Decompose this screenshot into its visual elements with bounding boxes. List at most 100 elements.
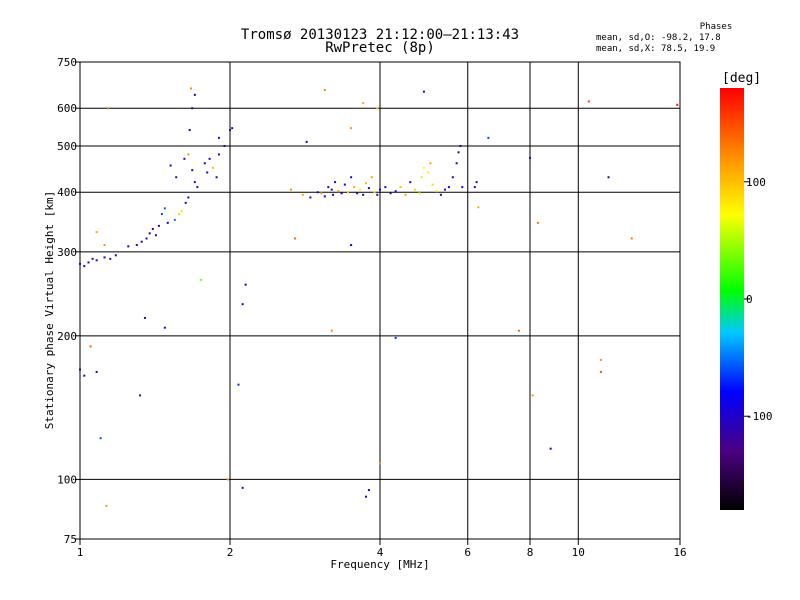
phase-stats-o-line: mean, sd,O: -98.2, 17.8 xyxy=(596,33,721,43)
data-point xyxy=(107,107,110,110)
data-point xyxy=(409,181,412,184)
data-point xyxy=(229,129,231,132)
data-point xyxy=(193,181,196,184)
data-point xyxy=(599,358,602,361)
x-axis-ticks: 1 2 4 6 8 10 16 xyxy=(77,539,687,559)
data-point xyxy=(95,231,98,234)
data-point xyxy=(422,166,425,169)
data-point xyxy=(418,192,421,195)
data-point xyxy=(353,186,356,189)
data-point xyxy=(370,176,373,179)
data-point xyxy=(208,157,211,160)
colorbar-tick-label: -100 xyxy=(746,410,773,423)
data-point xyxy=(301,193,304,196)
data-point xyxy=(487,136,490,139)
data-point xyxy=(517,329,520,332)
data-point xyxy=(193,93,196,96)
data-point xyxy=(350,176,353,179)
data-point xyxy=(399,186,402,189)
grid-lines xyxy=(80,62,680,539)
data-point xyxy=(83,265,86,268)
data-point xyxy=(394,336,397,339)
data-point xyxy=(346,191,349,194)
data-point xyxy=(475,181,478,184)
data-point xyxy=(350,244,353,247)
colorbar-tick-label: 0 xyxy=(746,293,753,306)
data-point xyxy=(175,176,178,179)
data-point xyxy=(365,182,368,185)
data-point xyxy=(320,192,323,195)
data-point xyxy=(89,345,92,348)
data-point xyxy=(350,127,353,130)
data-point xyxy=(103,244,106,247)
data-point xyxy=(191,107,194,110)
data-point xyxy=(135,244,138,247)
data-point xyxy=(323,89,326,92)
data-point xyxy=(173,218,176,221)
y-tick-label: 600 xyxy=(57,102,77,115)
data-point xyxy=(343,183,346,186)
data-point xyxy=(549,447,552,450)
data-point xyxy=(330,329,333,332)
x-tick-label: 1 xyxy=(77,546,84,559)
data-point xyxy=(191,169,194,172)
data-point xyxy=(337,190,340,193)
data-point xyxy=(139,394,142,397)
y-tick-label: 750 xyxy=(57,56,77,69)
data-point xyxy=(293,237,296,240)
x-axis-label: Frequency [MHz] xyxy=(330,558,430,571)
y-axis-ticks: 75 100 200 300 400 500 600 750 xyxy=(57,56,80,546)
data-point xyxy=(215,176,218,179)
data-point xyxy=(359,188,362,191)
data-point xyxy=(376,107,379,110)
data-point xyxy=(163,326,166,329)
colorbar xyxy=(720,88,744,510)
data-point xyxy=(384,186,387,189)
data-point xyxy=(160,213,163,216)
data-point xyxy=(435,190,438,193)
data-point xyxy=(188,129,191,132)
data-point xyxy=(455,162,458,165)
data-point xyxy=(196,186,199,189)
data-point xyxy=(316,191,319,194)
data-point xyxy=(443,188,446,191)
data-point xyxy=(109,257,112,260)
data-point xyxy=(148,232,151,235)
phase-stats-heading: Phases xyxy=(699,22,733,32)
data-point xyxy=(200,278,203,281)
y-tick-label: 400 xyxy=(57,186,77,199)
data-point xyxy=(83,374,86,377)
data-point xyxy=(237,383,240,386)
data-points xyxy=(79,87,679,507)
data-point xyxy=(451,176,454,179)
data-point xyxy=(231,127,234,130)
x-tick-label: 10 xyxy=(572,546,585,559)
x-tick-label: 16 xyxy=(673,546,686,559)
data-point xyxy=(305,140,308,143)
data-point xyxy=(394,190,397,193)
data-point xyxy=(587,100,590,103)
data-point xyxy=(183,157,186,160)
data-point xyxy=(217,153,220,156)
data-point xyxy=(420,176,423,179)
y-tick-label: 200 xyxy=(57,330,77,343)
data-point xyxy=(187,153,190,156)
data-point xyxy=(332,193,335,196)
data-point xyxy=(206,171,209,174)
data-point xyxy=(145,237,148,240)
y-tick-label: 300 xyxy=(57,246,77,259)
data-point xyxy=(376,193,379,196)
data-point xyxy=(187,196,190,199)
phase-stats-panel: Phases mean, sd,O: -98.2, 17.8 mean, sd,… xyxy=(596,22,796,55)
x-tick-label: 8 xyxy=(527,546,534,559)
data-point xyxy=(244,283,247,286)
x-tick-label: 4 xyxy=(377,546,384,559)
data-point xyxy=(373,191,376,194)
data-point xyxy=(87,261,90,264)
data-point xyxy=(536,221,539,224)
data-point xyxy=(169,164,172,167)
data-point xyxy=(143,316,146,319)
data-point xyxy=(212,166,215,169)
data-point xyxy=(439,193,442,196)
